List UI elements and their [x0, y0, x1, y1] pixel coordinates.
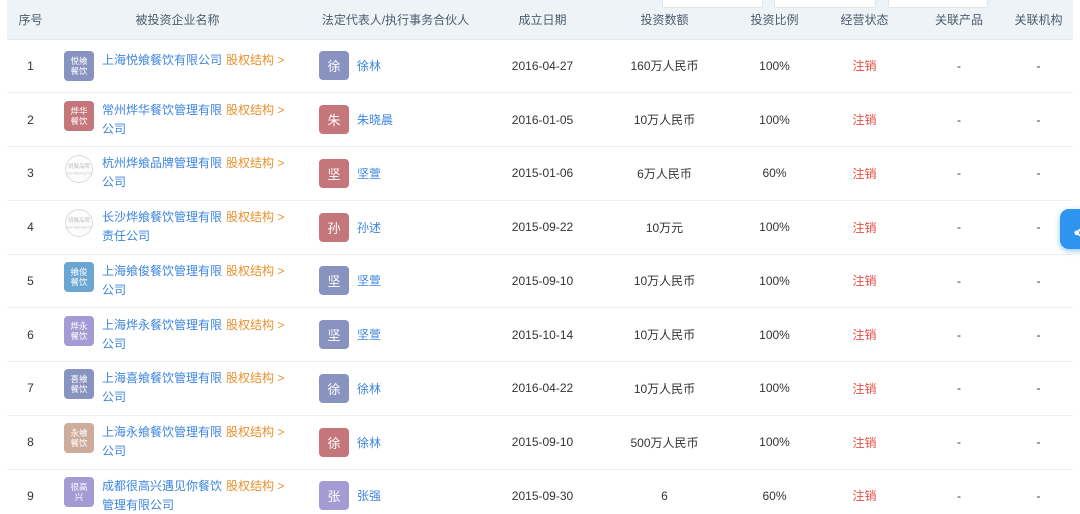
- svg-text:烑餐品牌: 烑餐品牌: [68, 216, 90, 224]
- svg-text:烑餐品牌: 烑餐品牌: [68, 162, 90, 170]
- svg-text:Yan Winning Inc: Yan Winning Inc: [66, 226, 92, 230]
- svg-text:Yan Winning Inc: Yan Winning Inc: [66, 172, 92, 176]
